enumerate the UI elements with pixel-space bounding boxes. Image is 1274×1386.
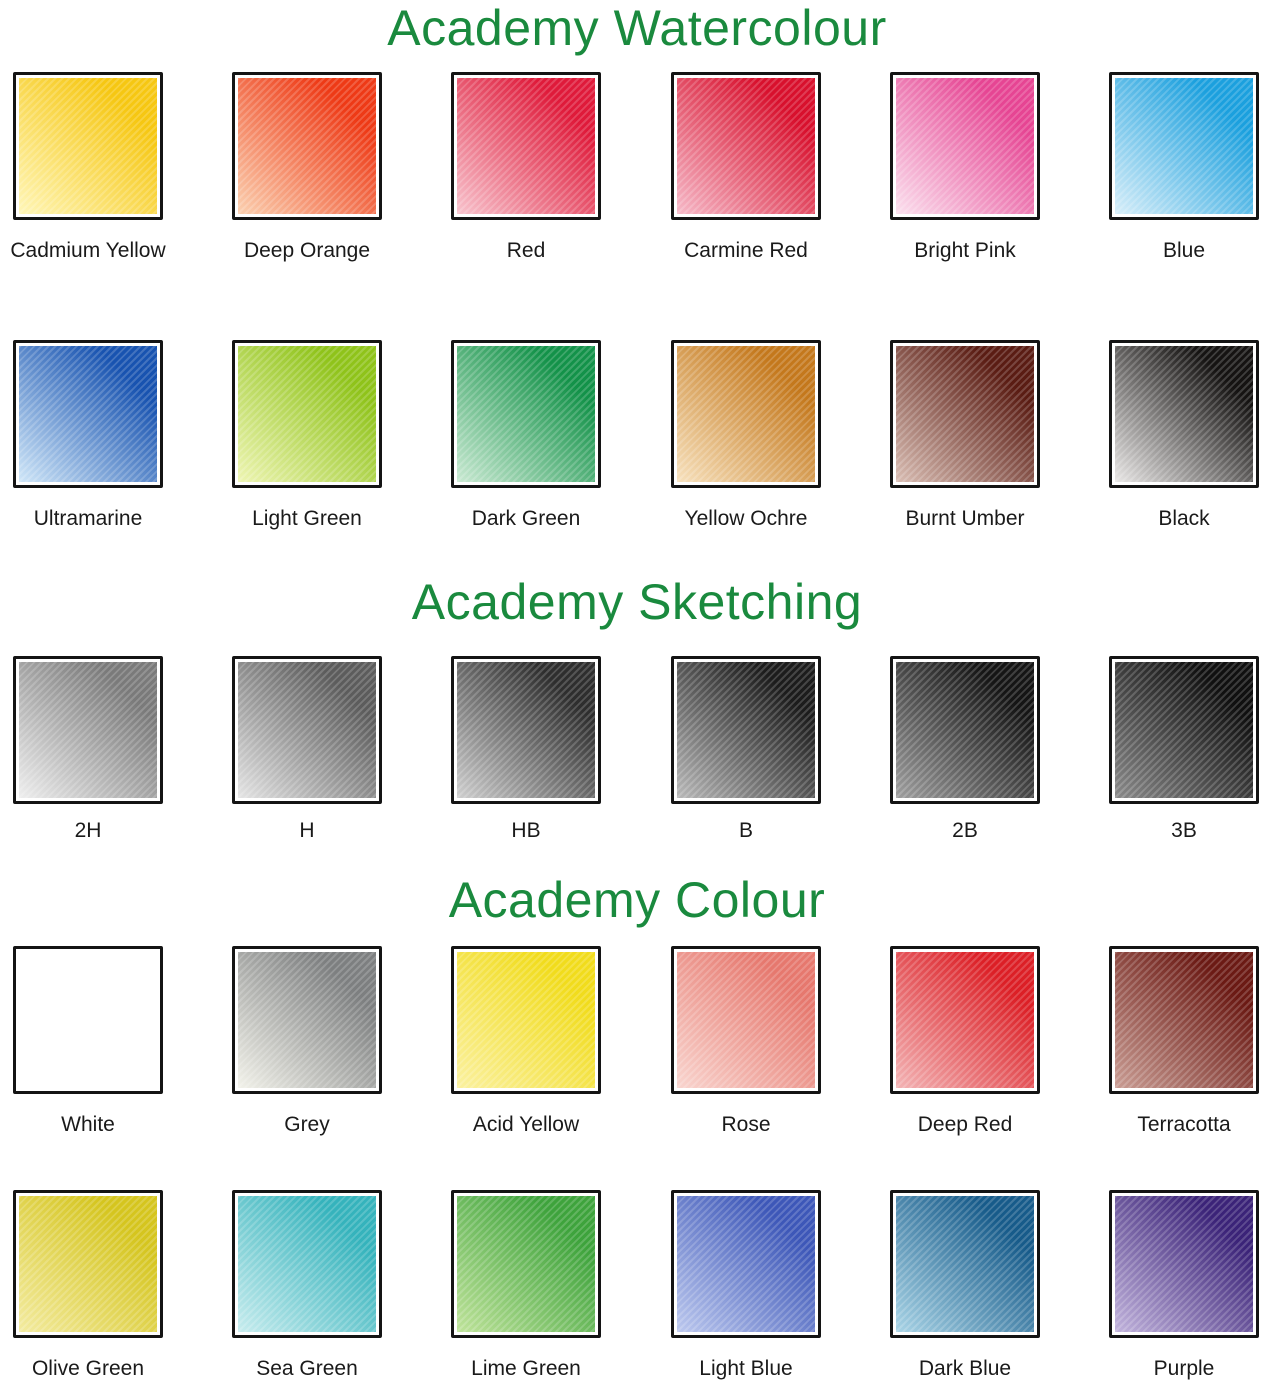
- swatch-square: [890, 72, 1040, 220]
- swatch-square: [451, 72, 601, 220]
- swatch-square: [890, 656, 1040, 804]
- swatch-square: [671, 946, 821, 1094]
- swatch-label: Rose: [721, 1113, 771, 1136]
- swatch-label: Purple: [1153, 1357, 1215, 1380]
- swatch-label: Lime Green: [471, 1357, 581, 1380]
- swatch-label: Black: [1158, 507, 1210, 530]
- swatch-square: [13, 1190, 163, 1338]
- swatch-label: Bright Pink: [914, 239, 1016, 262]
- swatch-label: Olive Green: [31, 1357, 145, 1380]
- swatch-label: H: [299, 819, 315, 842]
- swatch-square: [1109, 72, 1259, 220]
- swatch-square: [13, 946, 163, 1094]
- swatch-label: Terracotta: [1137, 1113, 1231, 1136]
- swatch-label: Light Blue: [699, 1357, 793, 1380]
- swatch-square: [671, 340, 821, 488]
- swatch-square: [1109, 340, 1259, 488]
- swatch-square: [451, 340, 601, 488]
- swatch-label: B: [738, 819, 753, 842]
- swatch-label: HB: [511, 819, 541, 842]
- swatch-label: 3B: [1171, 819, 1197, 842]
- swatch-square: [232, 340, 382, 488]
- swatch-square: [451, 1190, 601, 1338]
- swatch-square: [1109, 656, 1259, 804]
- swatch-label: Yellow Ochre: [684, 507, 808, 530]
- swatch-label: Blue: [1162, 239, 1206, 262]
- swatch-label: 2B: [952, 819, 978, 842]
- swatch-square: [232, 946, 382, 1094]
- swatch-square: [13, 656, 163, 804]
- sketching-title: Academy Sketching: [411, 574, 863, 630]
- swatch-square: [232, 72, 382, 220]
- swatch-label: Dark Green: [471, 507, 581, 530]
- swatch-square: [1109, 946, 1259, 1094]
- swatch-square: [890, 1190, 1040, 1338]
- swatch-square: [671, 1190, 821, 1338]
- watercolour-title: Academy Watercolour: [387, 0, 887, 56]
- swatch-square: [671, 72, 821, 220]
- swatch-label: Deep Red: [917, 1113, 1013, 1136]
- swatch-label: Red: [506, 239, 546, 262]
- swatch-square: [451, 946, 601, 1094]
- swatch-square: [451, 656, 601, 804]
- swatch-label: Sea Green: [256, 1357, 358, 1380]
- swatch-label: Grey: [284, 1113, 330, 1136]
- swatch-label: Burnt Umber: [905, 507, 1025, 530]
- swatch-label: Cadmium Yellow: [10, 239, 166, 262]
- swatch-label: Carmine Red: [684, 239, 808, 262]
- swatch-square: [671, 656, 821, 804]
- swatch-label: 2H: [74, 819, 102, 842]
- swatch-label: Dark Blue: [918, 1357, 1012, 1380]
- swatch-label: Light Green: [252, 507, 362, 530]
- swatch-label: White: [61, 1113, 115, 1136]
- swatch-square: [232, 1190, 382, 1338]
- swatch-square: [13, 72, 163, 220]
- swatch-square: [890, 946, 1040, 1094]
- colour-title: Academy Colour: [448, 872, 826, 928]
- swatch-square: [1109, 1190, 1259, 1338]
- swatch-square: [13, 340, 163, 488]
- swatch-label: Deep Orange: [243, 239, 371, 262]
- swatch-square: [232, 656, 382, 804]
- swatch-square: [890, 340, 1040, 488]
- swatch-label: Acid Yellow: [472, 1113, 580, 1136]
- swatch-label: Ultramarine: [33, 507, 143, 530]
